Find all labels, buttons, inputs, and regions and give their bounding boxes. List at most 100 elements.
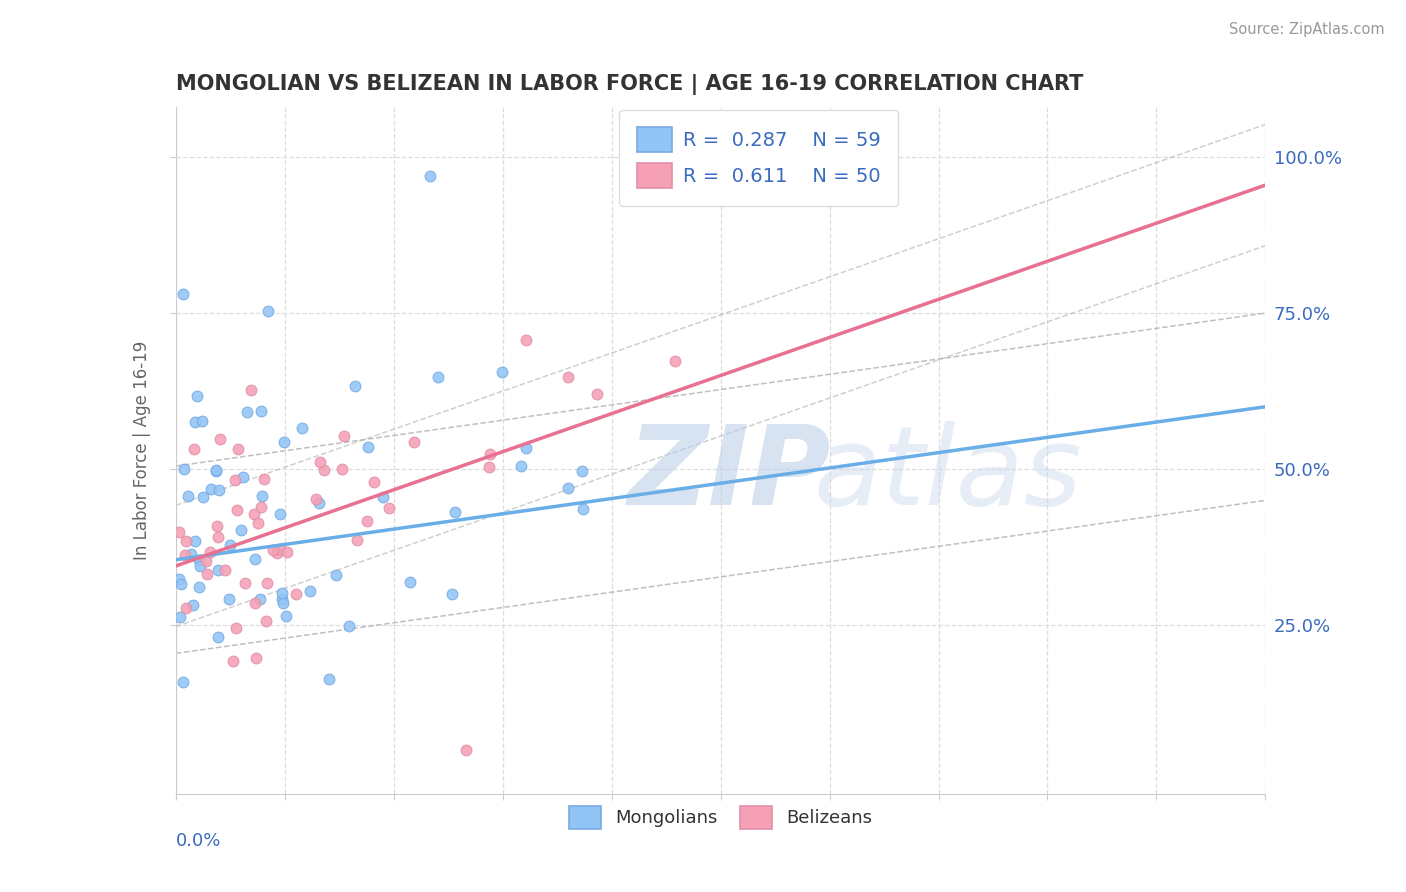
Point: [402, 434, 425, 449]
Point: [198, 545, 221, 559]
Point: [664, 354, 686, 368]
Point: [183, 442, 205, 456]
Point: [356, 514, 378, 528]
Point: [169, 610, 191, 624]
Point: [276, 545, 298, 559]
Point: [266, 546, 288, 560]
Point: [515, 334, 537, 348]
Point: [186, 389, 208, 403]
Point: [249, 500, 271, 515]
Point: [204, 463, 226, 477]
Point: [225, 503, 247, 517]
Point: [572, 501, 595, 516]
Point: [308, 496, 330, 510]
Text: ZIP: ZIP: [628, 421, 831, 528]
Point: [188, 553, 211, 567]
Point: [253, 472, 276, 486]
Point: [169, 572, 191, 586]
Point: [426, 370, 449, 384]
Point: [232, 469, 254, 483]
Point: [205, 463, 228, 477]
Point: [173, 461, 195, 475]
Point: [231, 523, 253, 537]
Point: [225, 621, 247, 635]
Point: [172, 675, 194, 690]
Point: [193, 491, 215, 505]
Point: [221, 654, 243, 668]
Point: [269, 507, 291, 521]
Point: [224, 473, 246, 487]
Point: [510, 459, 533, 474]
Point: [456, 743, 478, 757]
Point: [325, 568, 347, 582]
Point: [337, 619, 360, 633]
Point: [333, 429, 356, 443]
Point: [478, 459, 501, 474]
Point: [243, 507, 266, 521]
Point: [247, 516, 270, 531]
Point: [710, 150, 733, 164]
Point: [586, 387, 609, 401]
Point: [363, 475, 385, 489]
Point: [208, 483, 231, 497]
Point: [377, 501, 399, 516]
Point: [169, 524, 191, 539]
Point: [250, 403, 273, 417]
Point: [256, 576, 278, 591]
Point: [318, 672, 340, 686]
Text: 0.0%: 0.0%: [176, 831, 221, 850]
Point: [228, 442, 250, 456]
Point: [398, 574, 420, 589]
Point: [440, 587, 463, 601]
Point: [180, 547, 202, 561]
Point: [373, 491, 395, 505]
Text: atlas: atlas: [813, 421, 1081, 528]
Point: [479, 447, 502, 461]
Point: [184, 533, 207, 548]
Point: [270, 586, 292, 600]
Point: [176, 489, 198, 503]
Point: [245, 651, 267, 665]
Point: [254, 614, 277, 628]
Point: [243, 595, 266, 609]
Point: [298, 583, 321, 598]
Point: [309, 455, 332, 469]
Point: [515, 442, 537, 456]
Point: [188, 558, 211, 573]
Legend: Mongolians, Belizeans: Mongolians, Belizeans: [561, 798, 880, 837]
Point: [235, 405, 257, 419]
Point: [291, 421, 314, 435]
Point: [273, 435, 295, 450]
Point: [170, 576, 193, 591]
Point: [314, 463, 336, 477]
Text: Source: ZipAtlas.com: Source: ZipAtlas.com: [1229, 22, 1385, 37]
Point: [284, 586, 307, 600]
Point: [173, 549, 195, 563]
Point: [249, 591, 271, 606]
Point: [305, 492, 328, 507]
Y-axis label: In Labor Force | Age 16-19: In Labor Force | Age 16-19: [134, 341, 152, 560]
Point: [207, 530, 229, 544]
Point: [194, 554, 217, 568]
Point: [557, 481, 579, 495]
Point: [240, 383, 263, 397]
Point: [207, 563, 229, 577]
Point: [209, 432, 232, 446]
Point: [205, 518, 228, 533]
Point: [172, 287, 194, 301]
Point: [245, 551, 267, 566]
Point: [270, 592, 292, 607]
Point: [250, 489, 273, 503]
Point: [571, 464, 593, 478]
Point: [419, 169, 441, 183]
Point: [262, 543, 284, 558]
Point: [214, 563, 236, 577]
Point: [188, 580, 211, 594]
Point: [256, 303, 278, 318]
Point: [269, 542, 291, 557]
Point: [207, 630, 229, 644]
Text: MONGOLIAN VS BELIZEAN IN LABOR FORCE | AGE 16-19 CORRELATION CHART: MONGOLIAN VS BELIZEAN IN LABOR FORCE | A…: [176, 74, 1083, 95]
Point: [330, 462, 353, 476]
Point: [184, 415, 207, 429]
Point: [174, 534, 197, 549]
